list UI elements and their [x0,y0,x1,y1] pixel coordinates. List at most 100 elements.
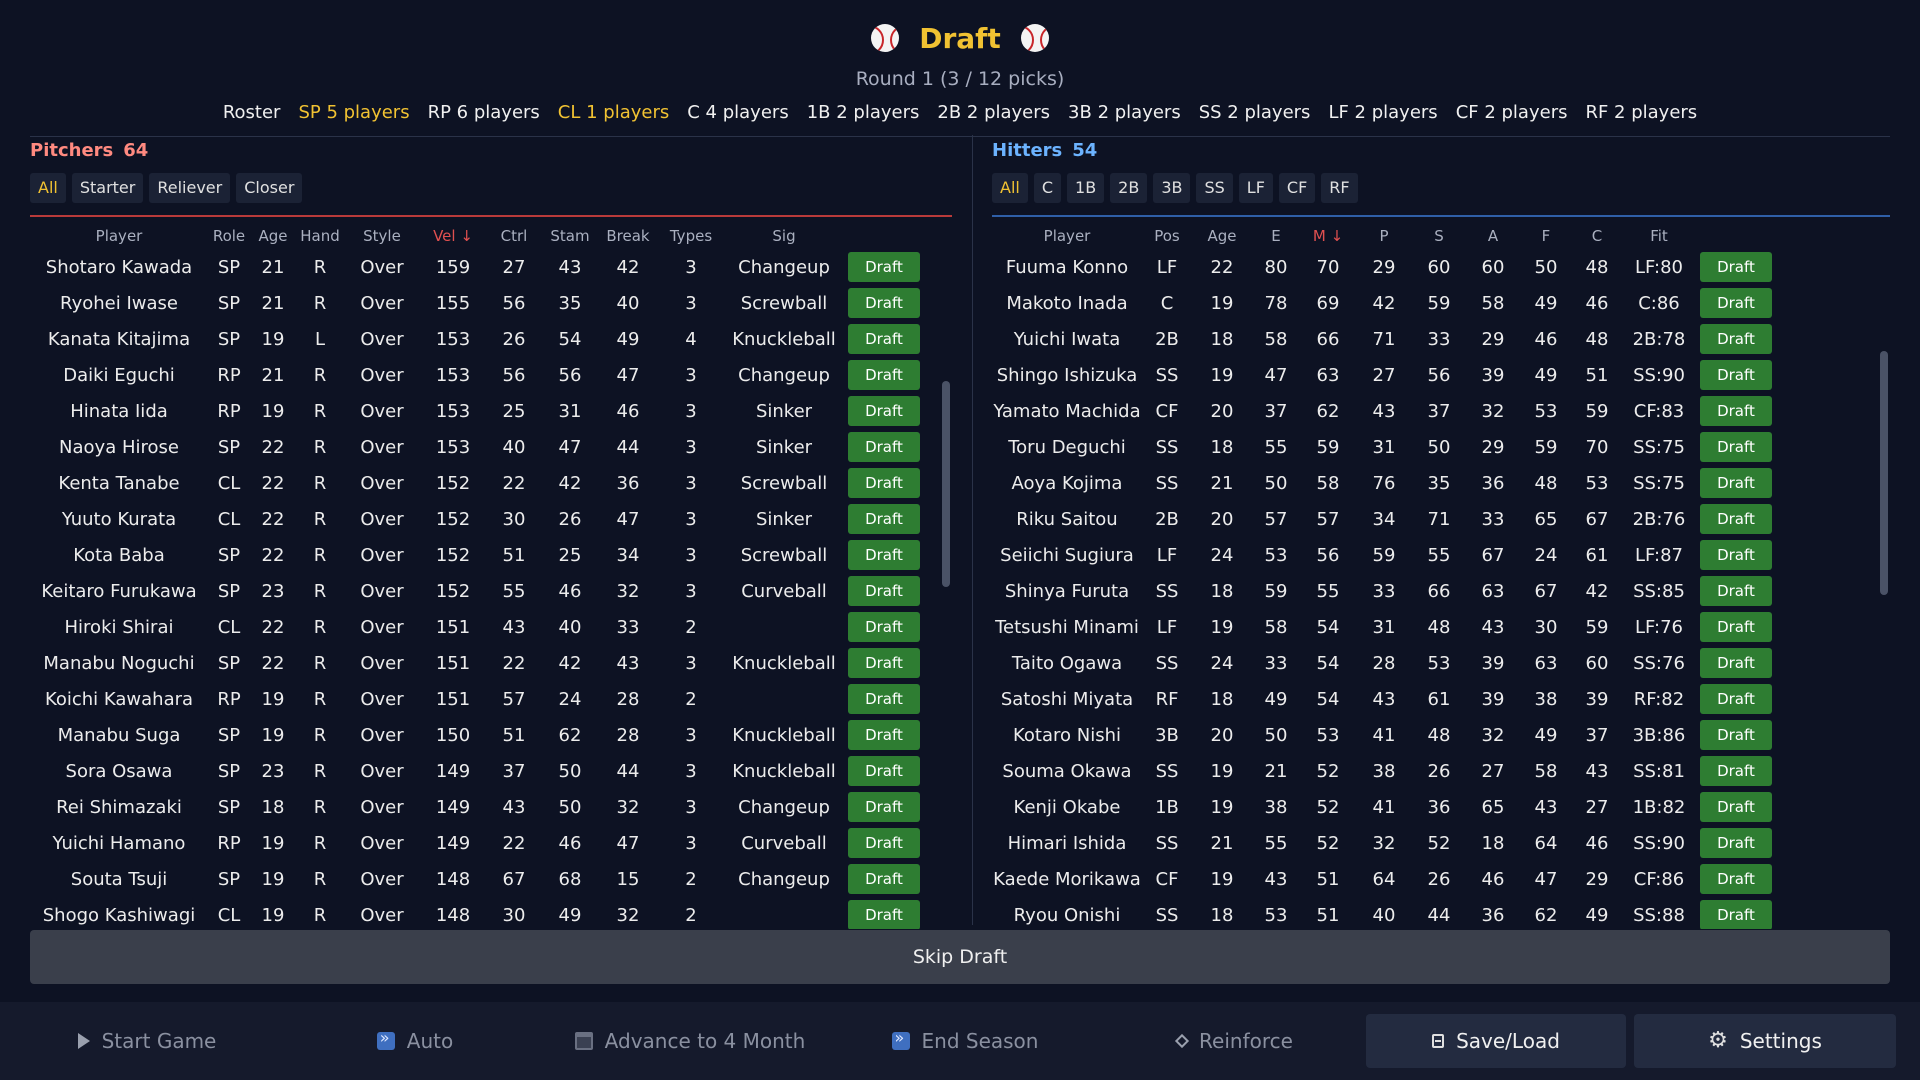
column-header[interactable]: Fit [1650,227,1668,245]
column-header[interactable]: Age [258,227,288,245]
table-row[interactable]: Riku Saitou 2B 20 57 57 34 71 33 65 67 2B:76 Draft [992,501,1890,537]
draft-button[interactable]: Draft [848,396,920,426]
column-header[interactable]: Sig [772,227,796,245]
draft-button[interactable]: Draft [1700,864,1772,894]
table-row[interactable]: Kanata Kitajima SP 19 L Over 153 26 54 49 4 Knuckl… [30,321,952,357]
pitcher-scrollbar[interactable] [940,243,952,925]
skip-draft-button[interactable]: Skip Draft [30,930,1890,984]
column-header[interactable]: Pos [1154,227,1180,245]
column-header[interactable]: Player [1043,227,1091,245]
table-row[interactable]: Kenta Tanabe CL 22 R Over 152 22 42 36 3 Screwball… [30,465,952,501]
draft-button[interactable]: Draft [1700,756,1772,786]
column-header[interactable]: C [1591,227,1603,245]
table-row[interactable]: Satoshi Miyata RF 18 49 54 43 61 39 38 39 RF:82 Dra… [992,681,1890,717]
table-row[interactable]: Aoya Kojima SS 21 50 58 76 35 36 48 53 SS:75 Draft [992,465,1890,501]
draft-button[interactable]: Draft [1700,648,1772,678]
scroll-thumb[interactable] [1880,351,1888,595]
draft-button[interactable]: Draft [848,828,920,858]
draft-button[interactable]: Draft [848,900,920,929]
draft-button[interactable]: Draft [848,864,920,894]
hitter-table-body[interactable]: Fuuma Konno LF 22 80 70 29 60 60 50 48 LF:80 Draft M… [992,249,1890,929]
table-row[interactable]: Souma Okawa SS 19 21 52 38 26 27 58 43 SS:81 Draft [992,753,1890,789]
column-header[interactable]: E [1271,227,1281,245]
table-row[interactable]: Shinya Furuta SS 18 59 55 33 66 63 67 42 SS:85 Draf… [992,573,1890,609]
roster-tab[interactable]: 2B 2 players [937,102,1051,123]
filter-2b[interactable]: 2B [1110,173,1148,203]
draft-button[interactable]: Draft [1700,324,1772,354]
table-row[interactable]: Shogo Kashiwagi CL 19 R Over 148 30 49 32 2 Draft [30,897,952,929]
roster-tab[interactable]: CL 1 players [557,102,670,123]
reinforce-button[interactable]: Reinforce [1110,1014,1360,1068]
table-row[interactable]: Hinata Iida RP 19 R Over 153 25 31 46 3 Sinker Draf… [30,393,952,429]
table-row[interactable]: Ryou Onishi SS 18 53 51 40 44 36 62 49 SS:88 Draft [992,897,1890,929]
column-header[interactable]: Ctrl [500,227,528,245]
column-header[interactable]: S [1434,227,1444,245]
filter-ss[interactable]: SS [1196,173,1233,203]
roster-tab[interactable]: RF 2 players [1585,102,1698,123]
filter-rf[interactable]: RF [1321,173,1358,203]
draft-button[interactable]: Draft [848,792,920,822]
draft-button[interactable]: Draft [1700,792,1772,822]
draft-button[interactable]: Draft [848,756,920,786]
filter-lf[interactable]: LF [1238,173,1273,203]
draft-button[interactable]: Draft [848,684,920,714]
table-row[interactable]: Shingo Ishizuka SS 19 47 63 27 56 39 49 51 SS:90 Dr… [992,357,1890,393]
column-header[interactable]: Role [212,227,246,245]
column-header[interactable]: A [1487,227,1499,245]
roster-tab[interactable]: LF 2 players [1328,102,1438,123]
auto-button[interactable]: Auto [290,1014,540,1068]
draft-button[interactable]: Draft [1700,252,1772,282]
table-row[interactable]: Yuichi Iwata 2B 18 58 66 71 33 29 46 48 2B:78 Draft [992,321,1890,357]
column-header[interactable]: Age [1207,227,1237,245]
table-row[interactable]: Daiki Eguchi RP 21 R Over 153 56 56 47 3 Changeup D… [30,357,952,393]
filter-reliever[interactable]: Reliever [149,173,231,203]
table-row[interactable]: Shotaro Kawada SP 21 R Over 159 27 43 42 3 Changeu… [30,249,952,285]
table-row[interactable]: Kotaro Nishi 3B 20 50 53 41 48 32 49 37 3B:86 Draft [992,717,1890,753]
table-row[interactable]: Rei Shimazaki SP 18 R Over 149 43 50 32 3 Changeup… [30,789,952,825]
draft-button[interactable]: Draft [848,540,920,570]
draft-button[interactable]: Draft [848,288,920,318]
draft-button[interactable]: Draft [1700,612,1772,642]
roster-tab[interactable]: C 4 players [687,102,789,123]
table-row[interactable]: Toru Deguchi SS 18 55 59 31 50 29 59 70 SS:75 Draft [992,429,1890,465]
roster-tab[interactable]: SP 5 players [298,102,410,123]
roster-tab[interactable]: 3B 2 players [1068,102,1181,123]
filter-3b[interactable]: 3B [1153,173,1191,203]
column-header[interactable]: Player [95,227,143,245]
roster-tab[interactable]: Roster [222,102,281,123]
roster-tab[interactable]: CF 2 players [1455,102,1568,123]
draft-button[interactable]: Draft [1700,396,1772,426]
table-row[interactable]: Koichi Kawahara RP 19 R Over 151 57 24 28 2 Draft [30,681,952,717]
table-row[interactable]: Kota Baba SP 22 R Over 152 51 25 34 3 Screwball Dra… [30,537,952,573]
column-header[interactable]: P [1379,227,1389,245]
draft-button[interactable]: Draft [1700,468,1772,498]
column-header[interactable]: Types [669,227,713,245]
scroll-thumb[interactable] [942,381,950,587]
table-row[interactable]: Himari Ishida SS 21 55 52 32 52 18 64 46 SS:90 Draf… [992,825,1890,861]
table-row[interactable]: Souta Tsuji SP 19 R Over 148 67 68 15 2 Changeup Dr… [30,861,952,897]
column-header[interactable]: Style [363,227,401,245]
draft-button[interactable]: Draft [1700,828,1772,858]
draft-button[interactable]: Draft [1700,360,1772,390]
advance-month-button[interactable]: Advance to 4 Month [560,1014,820,1068]
table-row[interactable]: Kenji Okabe 1B 19 38 52 41 36 65 43 27 1B:82 Draft [992,789,1890,825]
draft-button[interactable]: Draft [848,504,920,534]
start-game-button[interactable]: Start Game [22,1014,272,1068]
filter-c[interactable]: C [1033,173,1062,203]
table-row[interactable]: Hiroki Shirai CL 22 R Over 151 43 40 33 2 Draft [30,609,952,645]
table-row[interactable]: Sora Osawa SP 23 R Over 149 37 50 44 3 Knuckleball… [30,753,952,789]
filter-all[interactable]: All [992,173,1028,203]
table-row[interactable]: Seiichi Sugiura LF 24 53 56 59 55 67 24 61 LF:87 Dr… [992,537,1890,573]
column-header[interactable]: Vel ↓ [433,227,473,245]
column-header[interactable]: Hand [300,227,340,245]
draft-button[interactable]: Draft [1700,540,1772,570]
hitter-scrollbar[interactable] [1878,243,1890,925]
draft-button[interactable]: Draft [1700,432,1772,462]
table-row[interactable]: Keitaro Furukawa SP 23 R Over 152 55 46 32 3 Curve… [30,573,952,609]
end-season-button[interactable]: End Season [840,1014,1090,1068]
draft-button[interactable]: Draft [1700,504,1772,534]
draft-button[interactable]: Draft [848,720,920,750]
filter-cf[interactable]: CF [1278,173,1316,203]
table-row[interactable]: Ryohei Iwase SP 21 R Over 155 56 35 40 3 Screwball… [30,285,952,321]
table-row[interactable]: Manabu Suga SP 19 R Over 150 51 62 28 3 Knucklebal… [30,717,952,753]
